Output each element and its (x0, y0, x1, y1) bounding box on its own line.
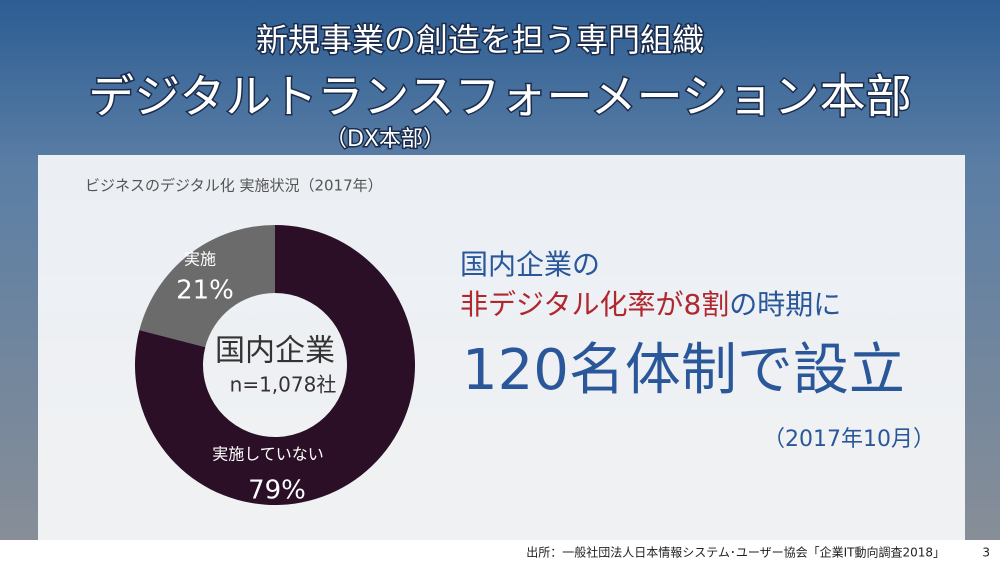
message-line1: 国内企業の (460, 248, 600, 281)
donut-slice (139, 225, 275, 348)
slice-category: 実施 (184, 250, 216, 269)
headline: 120名体制で設立 (462, 338, 905, 403)
slice-value: 79% (248, 476, 306, 506)
donut-slice (135, 225, 416, 505)
date: （2017年10月） (763, 427, 935, 452)
title: 新規事業の創造を担う専門組織 (256, 21, 704, 59)
slice-category: 実施していない (212, 445, 324, 464)
highlight: 非デジタル化率が8割 (460, 288, 729, 321)
donut: 実施 21% 実施していない 79% (135, 225, 416, 506)
abbreviation: （DX本部） (325, 127, 445, 152)
page-number: 3 (982, 546, 990, 560)
center-title: 国内企業 (215, 334, 335, 369)
department: デジタルトランスフォーメーション本部 (88, 70, 911, 124)
footer-bar (0, 540, 1000, 563)
slice-value: 21% (176, 276, 234, 306)
source: 出所：一般社団法人日本情報システム･ユーザー協会「企業IT動向調査2018」 (526, 545, 945, 560)
center-note: n=1,078社 (230, 373, 337, 397)
chart-title: ビジネスのデジタル化 実施状況（2017年） (85, 177, 383, 195)
line2-rest: の時期に (729, 288, 841, 321)
message-line2: 非デジタル化率が8割の時期に (460, 288, 841, 321)
